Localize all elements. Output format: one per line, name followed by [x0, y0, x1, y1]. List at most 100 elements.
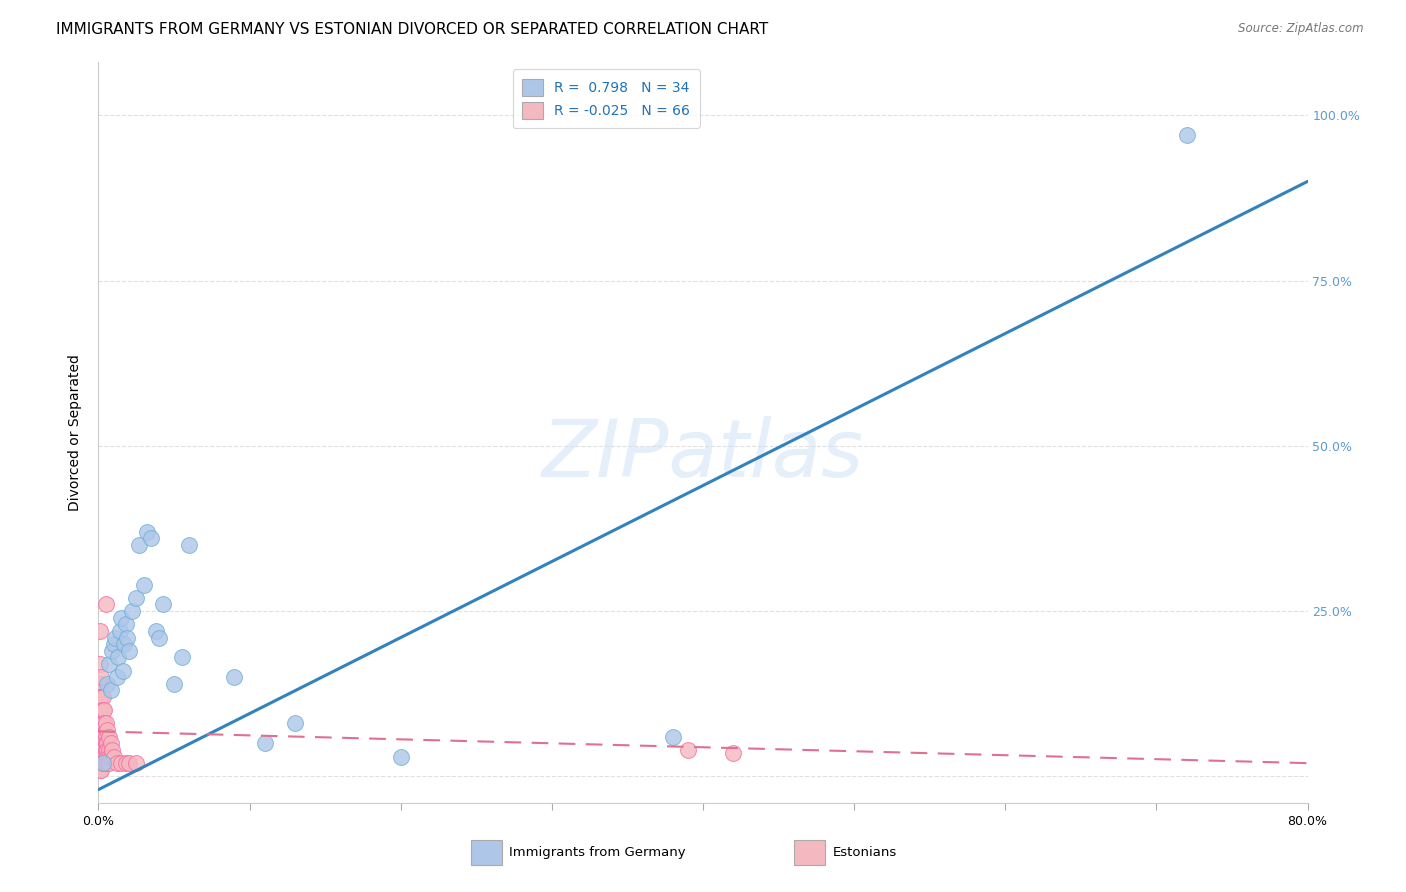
Point — [93, 749, 115, 764]
Point — [93, 703, 115, 717]
Point — [90, 723, 112, 737]
Point — [148, 631, 170, 645]
Text: Immigrants from Germany: Immigrants from Germany — [509, 847, 686, 859]
Point — [90, 670, 112, 684]
Point — [284, 716, 307, 731]
Point — [152, 598, 174, 612]
Point — [91, 703, 114, 717]
Point — [163, 677, 186, 691]
Point — [91, 756, 114, 771]
Point — [676, 743, 699, 757]
Point — [89, 657, 111, 671]
Point — [101, 644, 124, 658]
Legend: R =  0.798   N = 34, R = -0.025   N = 66: R = 0.798 N = 34, R = -0.025 N = 66 — [513, 70, 700, 128]
Point — [100, 683, 122, 698]
Point — [115, 631, 138, 645]
Point — [114, 617, 136, 632]
Point — [96, 723, 118, 737]
Point — [121, 604, 143, 618]
Point — [93, 736, 115, 750]
Point — [111, 664, 134, 678]
Point — [100, 736, 122, 750]
Point — [94, 736, 117, 750]
Point — [96, 756, 118, 771]
Point — [89, 749, 111, 764]
Point — [89, 677, 111, 691]
Point — [94, 716, 117, 731]
Point — [94, 598, 117, 612]
Point — [89, 756, 111, 771]
Point — [107, 650, 129, 665]
Point — [170, 650, 193, 665]
Point — [96, 749, 118, 764]
Point — [90, 763, 112, 777]
Point — [90, 730, 112, 744]
Point — [89, 690, 111, 704]
Point — [90, 743, 112, 757]
Point — [98, 749, 121, 764]
Point — [135, 524, 157, 539]
Point — [1175, 128, 1198, 143]
Point — [89, 763, 111, 777]
Point — [94, 743, 117, 757]
Point — [100, 749, 122, 764]
Point — [179, 538, 201, 552]
Point — [90, 703, 112, 717]
Point — [90, 716, 112, 731]
Point — [90, 756, 112, 771]
Y-axis label: Divorced or Separated: Divorced or Separated — [69, 354, 83, 511]
Point — [108, 624, 131, 638]
Point — [98, 756, 121, 771]
Point — [118, 756, 141, 771]
Point — [110, 611, 132, 625]
Point — [110, 756, 132, 771]
Point — [128, 538, 150, 552]
Point — [103, 637, 125, 651]
Text: IMMIGRANTS FROM GERMANY VS ESTONIAN DIVORCED OR SEPARATED CORRELATION CHART: IMMIGRANTS FROM GERMANY VS ESTONIAN DIVO… — [56, 22, 769, 37]
Point — [94, 730, 117, 744]
Point — [93, 730, 115, 744]
Point — [723, 746, 745, 760]
Point — [93, 716, 115, 731]
Point — [89, 624, 111, 638]
Point — [91, 736, 114, 750]
Point — [91, 743, 114, 757]
Point — [141, 532, 163, 546]
Point — [253, 736, 276, 750]
Point — [105, 756, 128, 771]
Point — [91, 730, 114, 744]
Point — [89, 743, 111, 757]
Point — [90, 736, 112, 750]
Point — [389, 749, 412, 764]
Point — [145, 624, 167, 638]
Point — [94, 749, 117, 764]
Point — [98, 730, 121, 744]
Point — [90, 749, 112, 764]
Text: Estonians: Estonians — [832, 847, 897, 859]
Point — [91, 716, 114, 731]
Point — [103, 749, 125, 764]
Point — [93, 743, 115, 757]
Point — [125, 756, 148, 771]
Point — [125, 591, 148, 605]
Point — [90, 690, 112, 704]
Point — [132, 577, 155, 591]
Point — [89, 703, 111, 717]
Point — [112, 637, 135, 651]
Point — [89, 716, 111, 731]
Point — [104, 631, 127, 645]
Point — [98, 743, 121, 757]
Point — [105, 670, 128, 684]
Point — [114, 756, 136, 771]
Point — [661, 730, 683, 744]
Point — [93, 756, 115, 771]
Text: ZIPatlas: ZIPatlas — [541, 416, 865, 494]
Point — [98, 657, 121, 671]
Point — [91, 749, 114, 764]
Point — [101, 743, 124, 757]
Text: Source: ZipAtlas.com: Source: ZipAtlas.com — [1239, 22, 1364, 36]
Point — [91, 756, 114, 771]
Point — [96, 743, 118, 757]
Point — [224, 670, 246, 684]
Point — [96, 736, 118, 750]
